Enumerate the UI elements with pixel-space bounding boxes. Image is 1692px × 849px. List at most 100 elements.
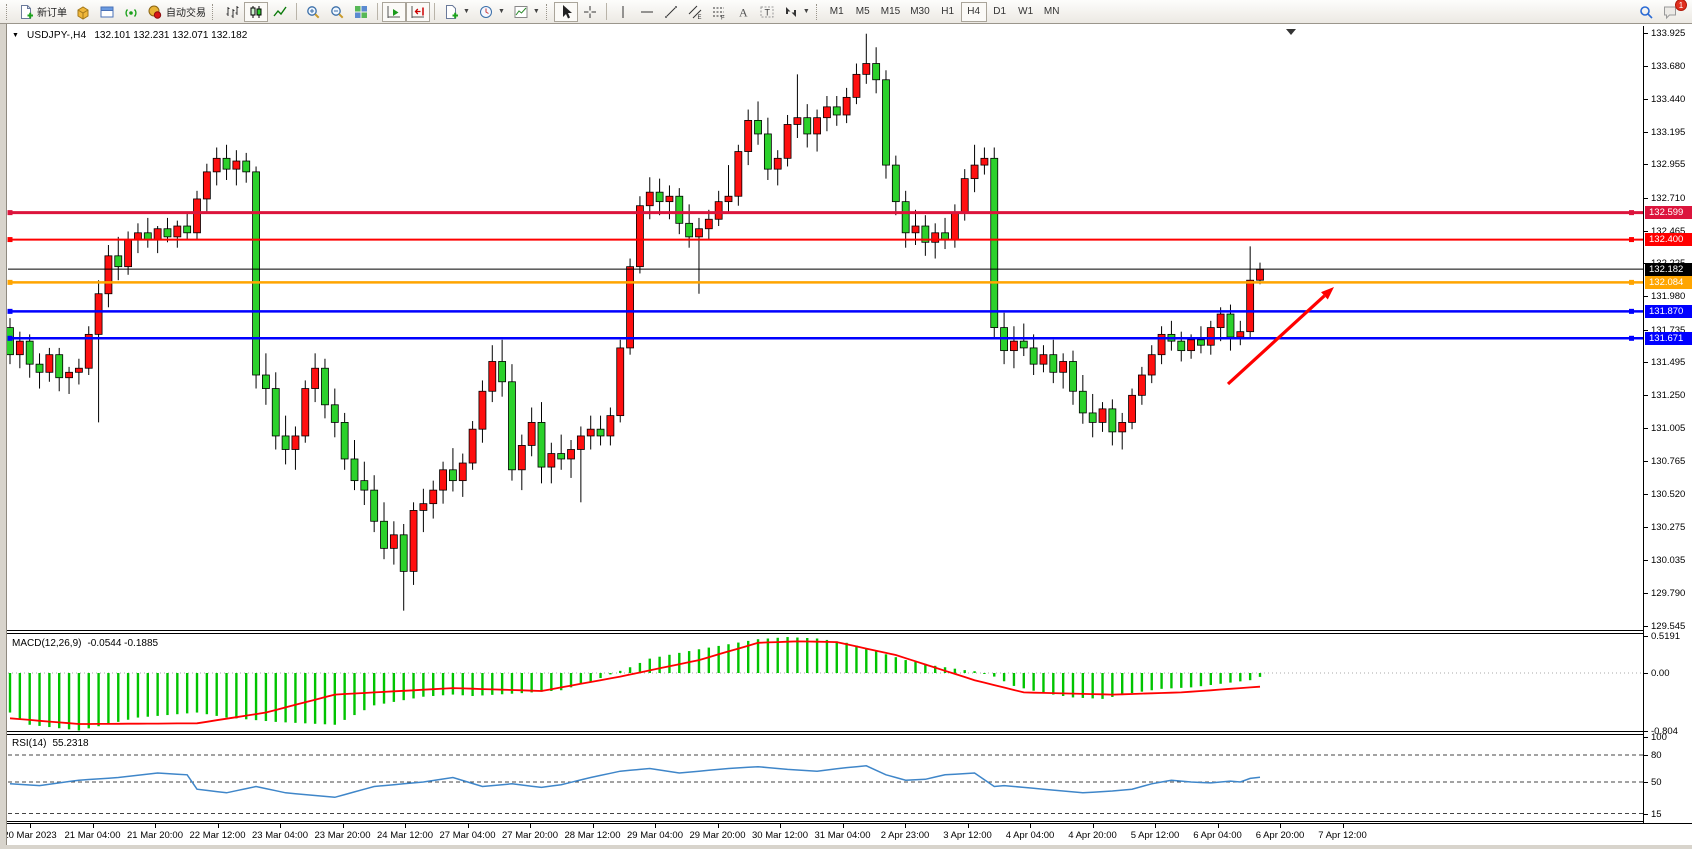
channel-button[interactable]: E (683, 2, 707, 22)
arrows-button[interactable]: ▼ (779, 2, 814, 22)
chart-ohlc-values: 132.101 132.231 132.071 132.182 (94, 30, 248, 41)
signals-button[interactable] (119, 2, 143, 22)
time-tick (30, 824, 31, 828)
toolbar-separator (605, 3, 607, 20)
axis-tick-label: 131.495 (1651, 357, 1686, 369)
timeframe-H1-button[interactable]: H1 (935, 2, 961, 22)
fibonacci-icon: F (712, 7, 725, 20)
auto-scroll-icon (387, 5, 400, 18)
time-tick (1092, 824, 1094, 828)
time-tick-label: 28 Mar 12:00 (564, 830, 621, 841)
axis-tick (1644, 673, 1648, 674)
market-watch-button[interactable] (71, 2, 95, 22)
timeframe-M1-button[interactable]: M1 (824, 2, 850, 22)
zoom-in-button[interactable] (301, 2, 325, 22)
axis-tick-label: 129.790 (1651, 588, 1686, 600)
chevron-down-icon: ▼ (497, 8, 505, 15)
candlestick-chart-button[interactable] (244, 1, 268, 22)
data-window-button[interactable] (95, 2, 119, 22)
macd-indicator-plot[interactable] (0, 634, 1643, 731)
time-tick (280, 824, 281, 828)
horizontal-line-icon (640, 11, 653, 12)
new-order-label: 新订单 (37, 8, 67, 19)
axis-tick (1644, 98, 1648, 100)
timeframe-M30-button[interactable]: M30 (905, 2, 934, 22)
bar-chart-icon (226, 5, 239, 18)
timeframe-D1-button[interactable]: D1 (987, 2, 1013, 22)
new-order-button[interactable]: 新订单 (14, 2, 71, 22)
autotrade-label: 自动交易 (166, 8, 206, 19)
indicators-icon (446, 4, 458, 19)
clock-icon (479, 5, 492, 18)
rsi-label-bar: RSI(14) 55.2318 (12, 738, 89, 749)
chart-expand-icon[interactable]: ▼ (12, 32, 19, 39)
toolbar-separator (296, 3, 297, 20)
axis-tick (1644, 755, 1648, 756)
timeframe-MN-button[interactable]: MN (1039, 2, 1065, 22)
auto-scroll-button[interactable] (382, 1, 406, 22)
time-tick (1217, 824, 1219, 828)
tile-windows-icon (355, 5, 367, 18)
price-axis[interactable]: 133.925 133.680 133.440 133.195 132.955 132.7… (1643, 26, 1692, 833)
cursor-button[interactable] (553, 1, 578, 22)
horizontal-line-button[interactable] (635, 2, 659, 22)
crosshair-button[interactable] (578, 2, 602, 22)
indicators-button[interactable]: ▼ (439, 2, 474, 22)
axis-tick-label: 0.5191 (1651, 630, 1681, 642)
toolbar-grip[interactable] (6, 3, 10, 20)
axis-tick (1644, 737, 1648, 738)
trendline-button[interactable] (659, 2, 683, 22)
vertical-line-button[interactable] (611, 2, 635, 22)
time-tick (467, 824, 469, 828)
time-tick (342, 824, 344, 828)
timeframe-M5-button[interactable]: M5 (850, 2, 876, 22)
panel-divider-rsi[interactable] (0, 731, 1692, 735)
tile-windows-button[interactable] (349, 2, 373, 22)
autotrade-icon (148, 5, 162, 19)
axis-tick-label: 50 (1651, 777, 1662, 788)
time-tick-label: 21 Mar 20:00 (127, 830, 183, 841)
axis-tick-label: 131.005 (1651, 423, 1686, 435)
rsi-name-label: RSI(14) (12, 738, 47, 749)
line-chart-button[interactable] (268, 2, 292, 22)
timeframe-M15-button[interactable]: M15 (876, 2, 905, 22)
notifications-button[interactable]: 1 (1658, 0, 1687, 22)
axis-tick-label: 130.035 (1651, 554, 1686, 566)
periods-button[interactable]: ▼ (474, 2, 509, 22)
timeframe-W1-button[interactable]: W1 (1013, 2, 1039, 22)
axis-tick (1644, 197, 1648, 199)
time-tick-label: 20 Mar 2023 (3, 830, 57, 841)
bar-chart-button[interactable] (220, 2, 244, 22)
time-tick (655, 824, 656, 828)
axis-tick (1644, 626, 1648, 628)
text-label-button[interactable]: T (755, 2, 779, 22)
templates-button[interactable]: ▼ (509, 2, 544, 22)
price-chart-plot[interactable] (0, 26, 1643, 630)
chart-shift-button[interactable] (406, 1, 430, 22)
axis-tick (1644, 635, 1648, 637)
fibonacci-button[interactable]: F (707, 2, 731, 22)
level-price-badge: 132.084 (1645, 275, 1692, 289)
time-tick-label: 24 Mar 12:00 (377, 830, 433, 841)
chevron-down-icon: ▼ (463, 8, 470, 15)
axis-tick (1644, 813, 1648, 815)
toolbar-grip[interactable] (212, 3, 216, 20)
axis-tick-label: 129.545 (1651, 621, 1686, 633)
text-button[interactable]: A (731, 2, 755, 22)
time-tick-label: 27 Mar 20:00 (502, 830, 558, 841)
zoom-out-button[interactable] (325, 2, 349, 22)
timeframe-group: M1 M5 M15 M30 H1 H4 D1 W1 MN (824, 1, 1065, 22)
axis-tick-label: 130.765 (1651, 456, 1686, 467)
toolbar-grip[interactable] (815, 3, 820, 20)
search-icon (1640, 5, 1653, 19)
toolbar-grip[interactable] (545, 3, 550, 20)
time-tick (1342, 824, 1344, 828)
panel-divider-macd[interactable] (0, 630, 1692, 634)
time-axis[interactable]: 20 Mar 2023 21 Mar 04:00 21 Mar 20:00 22 Ma… (0, 823, 1692, 845)
rsi-indicator-plot[interactable] (0, 735, 1643, 821)
notification-badge: 1 (1675, 0, 1687, 11)
search-button[interactable] (1634, 2, 1658, 22)
timeframe-H4-button[interactable]: H4 (960, 1, 987, 22)
axis-tick-label: 133.925 (1651, 28, 1686, 40)
autotrade-button[interactable]: 自动交易 (143, 2, 210, 22)
